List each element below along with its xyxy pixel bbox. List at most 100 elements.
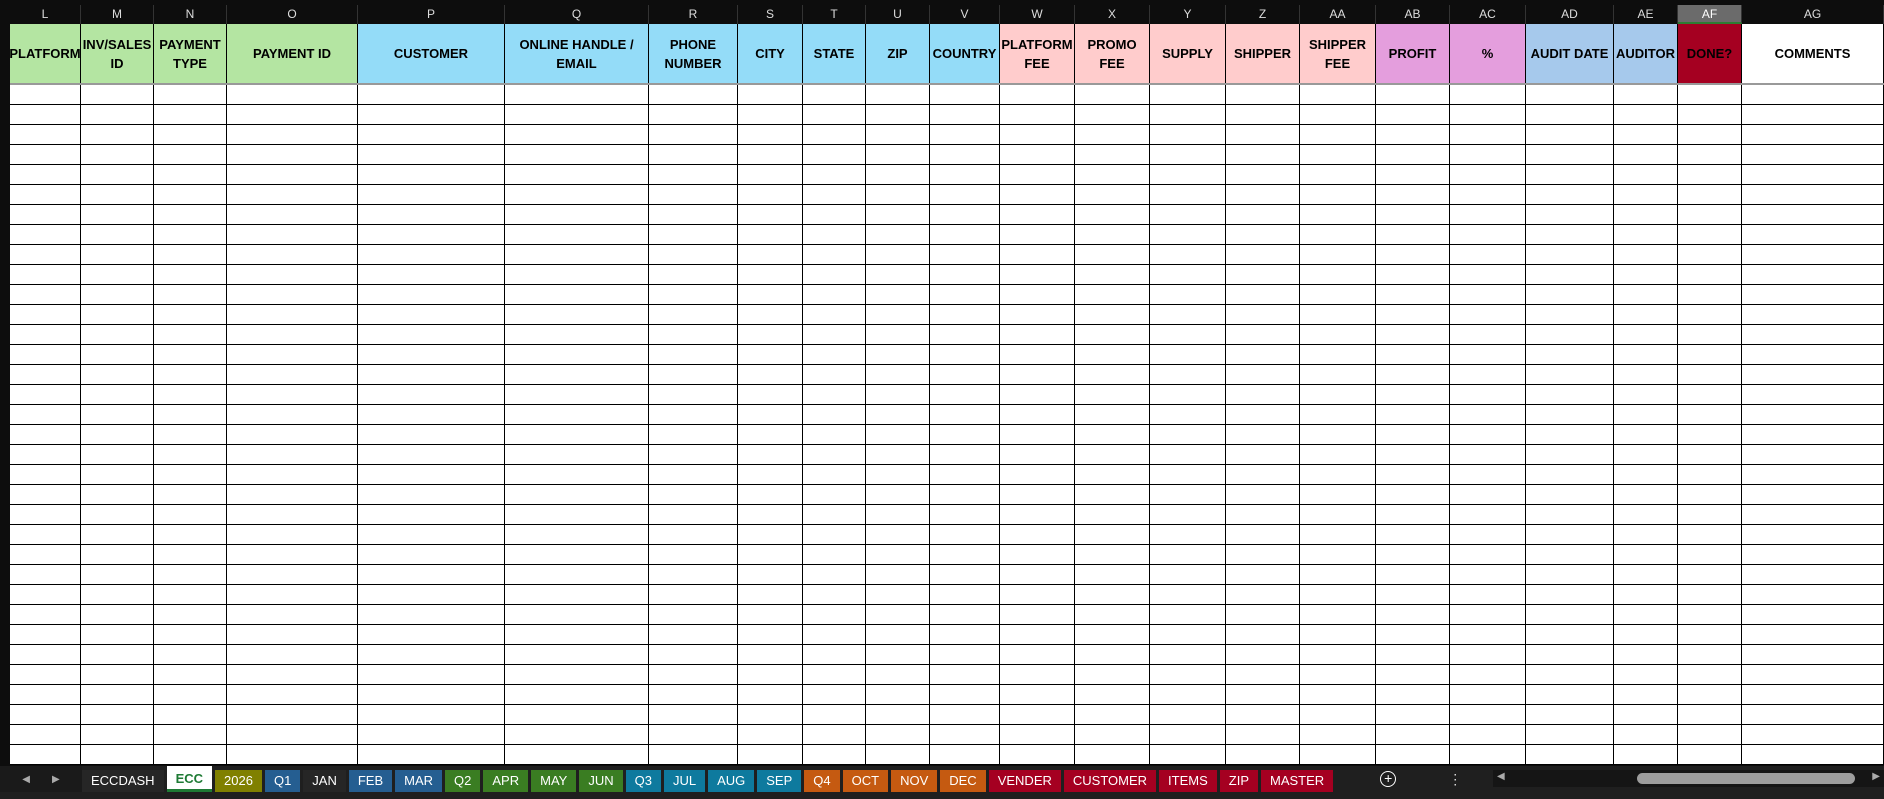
column-header-r[interactable]: R <box>649 5 738 24</box>
cell[interactable] <box>358 325 505 344</box>
cell[interactable] <box>154 225 227 244</box>
cell[interactable] <box>154 245 227 264</box>
cell[interactable] <box>10 385 81 404</box>
cell[interactable] <box>866 565 930 584</box>
cell[interactable] <box>154 145 227 164</box>
cell[interactable] <box>1526 705 1614 724</box>
cell[interactable] <box>1614 205 1678 224</box>
header-cell[interactable]: PROMO FEE <box>1075 24 1150 83</box>
cell[interactable] <box>1150 665 1226 684</box>
cell[interactable] <box>1075 485 1150 504</box>
cell[interactable] <box>1000 105 1075 124</box>
cell[interactable] <box>1075 365 1150 384</box>
cell[interactable] <box>1300 665 1376 684</box>
cell[interactable] <box>1614 665 1678 684</box>
cell[interactable] <box>81 345 154 364</box>
cell[interactable] <box>1376 425 1450 444</box>
cell[interactable] <box>505 285 649 304</box>
cell[interactable] <box>930 545 1000 564</box>
cell[interactable] <box>803 165 866 184</box>
cell[interactable] <box>1742 105 1884 124</box>
cell[interactable] <box>649 745 738 764</box>
cell[interactable] <box>81 585 154 604</box>
cell[interactable] <box>1300 185 1376 204</box>
cell[interactable] <box>1678 645 1742 664</box>
cell[interactable] <box>803 745 866 764</box>
cell[interactable] <box>81 405 154 424</box>
sheet-tab-ecc[interactable]: ECC <box>166 766 213 792</box>
scroll-left-icon[interactable]: ◀ <box>1497 771 1505 782</box>
cell[interactable] <box>358 165 505 184</box>
sheet-tab-oct[interactable]: OCT <box>842 770 889 792</box>
cell[interactable] <box>1450 545 1526 564</box>
cell[interactable] <box>1450 585 1526 604</box>
cell[interactable] <box>1376 265 1450 284</box>
cell[interactable] <box>1678 285 1742 304</box>
cell[interactable] <box>1300 265 1376 284</box>
cell[interactable] <box>1150 605 1226 624</box>
cell[interactable] <box>1450 85 1526 104</box>
cell[interactable] <box>154 405 227 424</box>
cell[interactable] <box>1150 85 1226 104</box>
cell[interactable] <box>803 425 866 444</box>
cell[interactable] <box>81 145 154 164</box>
cell[interactable] <box>866 225 930 244</box>
cell[interactable] <box>1526 105 1614 124</box>
cell[interactable] <box>930 105 1000 124</box>
header-cell[interactable]: SHIPPER FEE <box>1300 24 1376 83</box>
cell[interactable] <box>1526 685 1614 704</box>
cell[interactable] <box>1226 585 1300 604</box>
cell[interactable] <box>866 745 930 764</box>
cell[interactable] <box>154 605 227 624</box>
cell[interactable] <box>227 505 358 524</box>
cell[interactable] <box>738 245 803 264</box>
cell[interactable] <box>1376 225 1450 244</box>
cell[interactable] <box>1226 725 1300 744</box>
cell[interactable] <box>1226 445 1300 464</box>
cell[interactable] <box>1226 185 1300 204</box>
cell[interactable] <box>1150 745 1226 764</box>
cell[interactable] <box>930 225 1000 244</box>
cell[interactable] <box>1742 245 1884 264</box>
cell[interactable] <box>1300 405 1376 424</box>
cell[interactable] <box>649 325 738 344</box>
cell[interactable] <box>1614 465 1678 484</box>
cell[interactable] <box>154 385 227 404</box>
cell[interactable] <box>1000 145 1075 164</box>
cell[interactable] <box>1075 385 1150 404</box>
cell[interactable] <box>505 485 649 504</box>
cell[interactable] <box>1526 525 1614 544</box>
cell[interactable] <box>1526 365 1614 384</box>
cell[interactable] <box>1075 425 1150 444</box>
cell[interactable] <box>1150 625 1226 644</box>
cell[interactable] <box>649 185 738 204</box>
header-cell[interactable]: PLATFORM FEE <box>1000 24 1075 83</box>
cell[interactable] <box>1614 365 1678 384</box>
cell[interactable] <box>227 105 358 124</box>
cell[interactable] <box>505 185 649 204</box>
cell[interactable] <box>81 285 154 304</box>
cell[interactable] <box>649 225 738 244</box>
cell[interactable] <box>505 685 649 704</box>
cell[interactable] <box>1075 725 1150 744</box>
cell[interactable] <box>1450 665 1526 684</box>
cell[interactable] <box>1614 345 1678 364</box>
cell[interactable] <box>154 85 227 104</box>
cell[interactable] <box>358 585 505 604</box>
cell[interactable] <box>1150 365 1226 384</box>
cell[interactable] <box>738 385 803 404</box>
header-cell[interactable]: CUSTOMER <box>358 24 505 83</box>
cell[interactable] <box>1000 125 1075 144</box>
cell[interactable] <box>803 85 866 104</box>
cell[interactable] <box>738 125 803 144</box>
cell[interactable] <box>1000 545 1075 564</box>
cell[interactable] <box>738 665 803 684</box>
cell[interactable] <box>227 445 358 464</box>
cell[interactable] <box>1075 465 1150 484</box>
cell[interactable] <box>10 325 81 344</box>
sheet-tab-jun[interactable]: JUN <box>579 770 623 792</box>
sheet-tab-feb[interactable]: FEB <box>348 770 393 792</box>
cell[interactable] <box>1226 225 1300 244</box>
cell[interactable] <box>803 225 866 244</box>
sheet-tab-eccdash[interactable]: ECCDASH <box>82 770 164 792</box>
